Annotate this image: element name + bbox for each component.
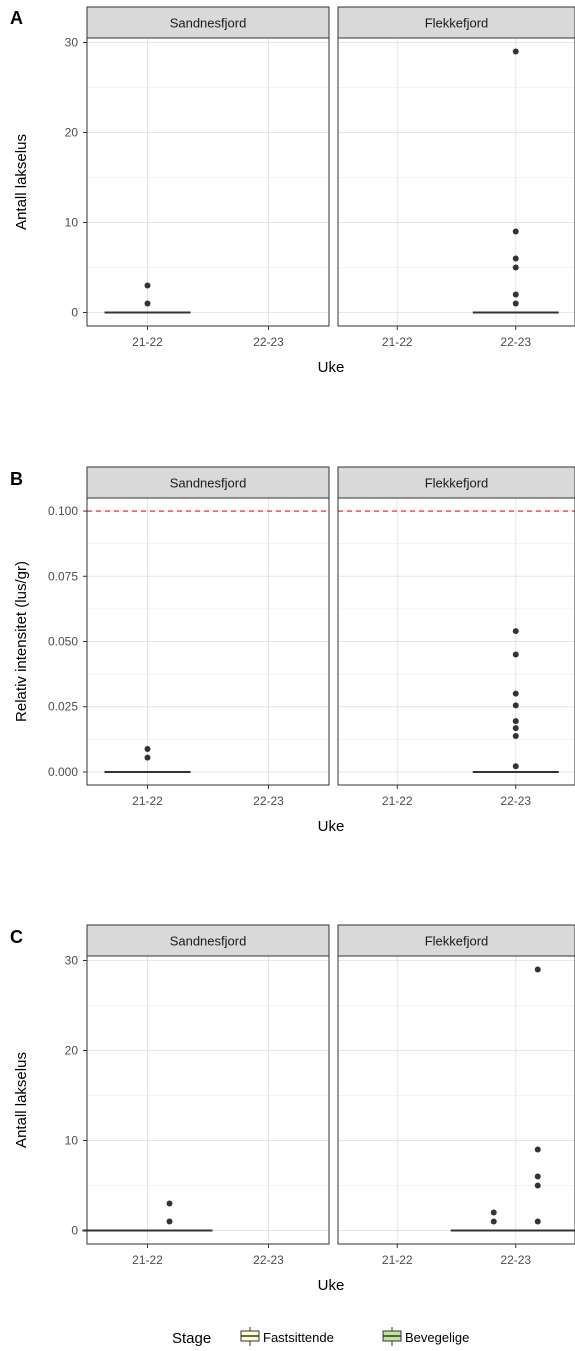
y-axis-title: Antall lakselus (13, 1052, 30, 1148)
x-tick-label: 22-23 (253, 1253, 284, 1267)
facet-strip-label: Sandnesfjord (170, 934, 247, 949)
y-axis-title: Relativ intensitet (lus/gr) (13, 561, 30, 722)
outlier-point (145, 283, 151, 289)
x-tick-label: 21-22 (132, 335, 163, 349)
facet-flekkefjord: Flekkefjord 21-22 22-23 (338, 7, 575, 349)
outlier-point (145, 301, 151, 307)
x-tick-label: 22-23 (253, 335, 284, 349)
outlier-point (145, 755, 151, 761)
legend-key-bevegelige (383, 1327, 401, 1346)
outlier-point (513, 702, 519, 708)
x-tick-label: 21-22 (132, 1253, 163, 1267)
y-tick-label: 0.025 (48, 700, 78, 714)
outlier-point (513, 49, 519, 55)
legend-key-fastsittende (241, 1327, 259, 1346)
outlier-point (513, 229, 519, 235)
outlier-point (513, 652, 519, 658)
panel-tag: B (10, 469, 23, 489)
outlier-point (145, 746, 151, 752)
outlier-point (535, 1174, 541, 1180)
facet-strip-label: Sandnesfjord (170, 16, 247, 31)
facet-sandnesfjord: Sandnesfjord 21-22 22-23 (87, 467, 329, 808)
x-tick-label: 21-22 (132, 794, 163, 808)
facet-strip-label: Flekkefjord (425, 476, 489, 491)
x-axis-title: Uke (318, 1277, 345, 1294)
plot-background (87, 38, 329, 326)
outlier-point (491, 1219, 497, 1225)
y-tick-label: 30 (65, 36, 79, 50)
facet-flekkefjord: Flekkefjord 21-22 22-23 (338, 925, 575, 1267)
plot-background (338, 38, 575, 326)
chart-panel-c: C Antall lakselus 0 10 20 30 Uke Sandnesfjord 21… (10, 925, 575, 1294)
y-tick-label: 30 (65, 954, 79, 968)
y-tick-label: 20 (65, 126, 79, 140)
outlier-point (513, 725, 519, 731)
y-tick-label: 20 (65, 1044, 79, 1058)
facet-flekkefjord: Flekkefjord 21-22 22-23 (338, 467, 575, 808)
y-tick-label: 0 (71, 306, 78, 320)
x-tick-label: 21-22 (382, 335, 413, 349)
outlier-point (513, 691, 519, 697)
x-tick-label: 21-22 (382, 1253, 413, 1267)
y-tick-label: 0.075 (48, 569, 78, 583)
outlier-point (535, 1219, 541, 1225)
outlier-point (513, 763, 519, 769)
plot-background (338, 956, 575, 1244)
outlier-point (513, 301, 519, 307)
outlier-point (491, 1210, 497, 1216)
legend: Stage Fastsittende Bevegelige (172, 1327, 469, 1347)
outlier-point (513, 733, 519, 739)
y-axis-title: Antall lakselus (13, 134, 30, 230)
facet-strip-label: Flekkefjord (425, 16, 489, 31)
chart-panel-a: A Antall lakselus 0 10 20 30 Uke Sandnesfjord 21… (10, 7, 575, 376)
facet-sandnesfjord: Sandnesfjord 21-22 22-23 (83, 925, 330, 1267)
facet-strip-label: Flekkefjord (425, 934, 489, 949)
outlier-point (513, 718, 519, 724)
x-tick-label: 21-22 (382, 794, 413, 808)
legend-label-bevegelige: Bevegelige (405, 1330, 469, 1345)
outlier-point (513, 628, 519, 634)
legend-label-fastsittende: Fastsittende (263, 1330, 334, 1345)
x-tick-label: 22-23 (500, 1253, 531, 1267)
outlier-point (513, 292, 519, 298)
y-tick-label: 0.000 (48, 765, 78, 779)
y-tick-label: 10 (65, 216, 79, 230)
facet-sandnesfjord: Sandnesfjord 21-22 22-23 (87, 7, 329, 349)
outlier-point (535, 1183, 541, 1189)
outlier-point (167, 1201, 173, 1207)
x-tick-label: 22-23 (253, 794, 284, 808)
outlier-point (513, 265, 519, 271)
y-tick-label: 0 (71, 1224, 78, 1238)
panel-tag: C (10, 927, 23, 947)
outlier-point (535, 1147, 541, 1153)
x-tick-label: 22-23 (500, 335, 531, 349)
y-tick-label: 0.100 (48, 504, 78, 518)
outlier-point (513, 256, 519, 262)
chart-panel-b: B Relativ intensitet (lus/gr) 0.000 0.025 0.… (10, 467, 575, 835)
y-tick-label: 0.050 (48, 635, 78, 649)
facet-strip-label: Sandnesfjord (170, 476, 247, 491)
outlier-point (167, 1219, 173, 1225)
x-tick-label: 22-23 (500, 794, 531, 808)
y-tick-label: 10 (65, 1134, 79, 1148)
x-axis-title: Uke (318, 818, 345, 835)
panel-tag: A (10, 8, 23, 28)
x-axis-title: Uke (318, 359, 345, 376)
plot-background (87, 956, 329, 1244)
legend-title: Stage (172, 1330, 211, 1347)
outlier-point (535, 967, 541, 973)
